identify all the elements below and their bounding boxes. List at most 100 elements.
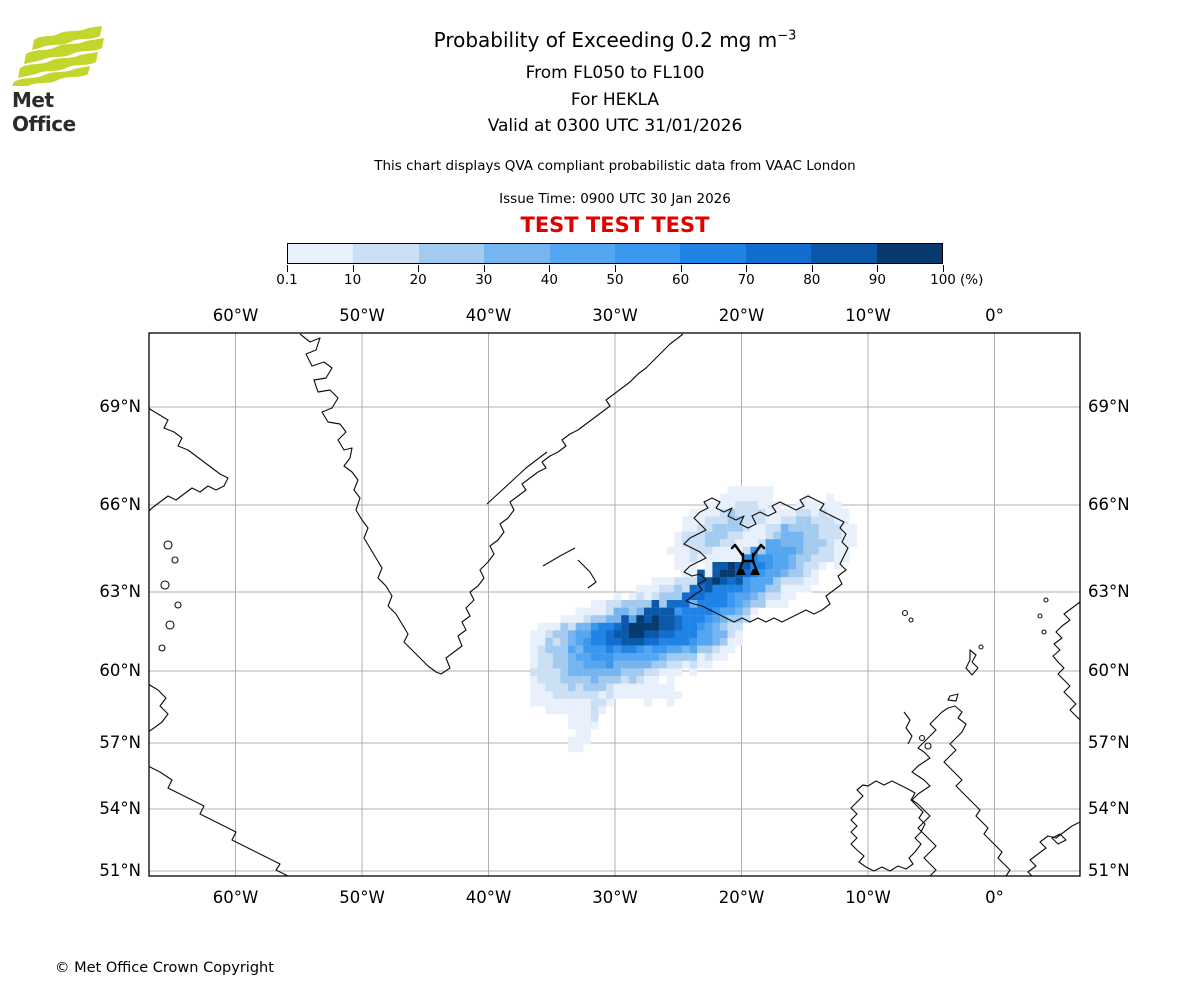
title-text: Probability of Exceeding 0.2 mg m	[433, 28, 778, 52]
lon-label-top: 40°W	[465, 306, 512, 325]
coastline-labrador-coast-1	[149, 683, 169, 733]
lon-label-top: 10°W	[845, 306, 891, 325]
coastline-greenland	[299, 333, 684, 675]
hebrides-islet	[924, 742, 932, 750]
colorbar-tick-label: 30	[475, 272, 493, 288]
baffin-islet	[158, 644, 166, 652]
baffin-islet	[163, 540, 173, 550]
baffin-islet	[165, 620, 175, 630]
colorbar-tick	[943, 265, 944, 272]
lon-label-top: 0°	[985, 306, 1004, 325]
colorbar-tick-label: 10	[344, 272, 362, 288]
colorbar-tick-label: 70	[737, 272, 755, 288]
lon-label-top: 60°W	[212, 306, 259, 325]
met-office-logo: Met Office	[12, 24, 122, 136]
faroe-island	[901, 609, 909, 617]
colorbar-tick	[549, 265, 551, 272]
met-office-logo-text: Met Office	[12, 88, 76, 136]
colorbar-tick	[287, 265, 288, 272]
coastline-frisian-island	[1051, 833, 1067, 845]
lat-label-right: 60°N	[1088, 661, 1130, 680]
coastline-iceland	[683, 495, 849, 623]
shetland-islet	[978, 644, 984, 650]
lon-label-bottom: 30°W	[592, 888, 638, 907]
faroe-island	[908, 617, 914, 623]
colorbar-tick	[877, 265, 879, 272]
lat-label-left: 54°N	[99, 799, 141, 818]
colorbar-segment	[811, 244, 877, 263]
colorbar-tick-label: 20	[409, 272, 427, 288]
lat-label-left: 69°N	[99, 397, 141, 416]
lon-label-bottom: 60°W	[212, 888, 259, 907]
volcano-marker-hekla	[730, 543, 766, 576]
colorbar-segment	[876, 244, 943, 263]
colorbar-unit-label: (%)	[960, 272, 984, 288]
page-title: Probability of Exceeding 0.2 mg m−3	[150, 28, 1080, 52]
test-banner: TEST TEST TEST	[520, 213, 710, 237]
hebrides-islet	[918, 734, 926, 742]
colorbar-tick-label: 80	[803, 272, 821, 288]
subtitle-volcano: For HEKLA	[570, 90, 660, 110]
lon-label-bottom: 20°W	[718, 888, 765, 907]
colorbar-tick	[418, 265, 420, 272]
colorbar-segment	[549, 244, 616, 263]
lat-label-right: 69°N	[1088, 397, 1130, 416]
subtitle-flight-levels: From FL050 to FL100	[525, 63, 705, 83]
colorbar-tick	[746, 265, 748, 272]
coastline-ireland	[850, 780, 926, 872]
lon-label-top: 50°W	[339, 306, 385, 325]
colorbar-tick	[680, 265, 682, 272]
colorbar-tick-label: 100	[930, 272, 956, 288]
lat-label-right: 66°N	[1088, 495, 1130, 514]
colorbar-segment	[745, 244, 812, 263]
colorbar-segment	[353, 244, 419, 263]
colorbar-tick-label: 60	[672, 272, 690, 288]
coastline-labrador-coast-2	[149, 765, 289, 876]
issue-time: Issue Time: 0900 UTC 30 Jan 2026	[499, 191, 731, 207]
colorbar-segment	[680, 244, 746, 263]
coastline-baffin-coast	[149, 407, 229, 512]
lon-label-bottom: 10°W	[845, 888, 891, 907]
coastline-shetland	[965, 649, 979, 676]
colorbar-tick-label: 90	[868, 272, 886, 288]
colorbar-segment	[484, 244, 550, 263]
lat-label-right: 51°N	[1088, 861, 1130, 880]
coastline-greenland-fjord-2	[542, 547, 576, 567]
coastline-orkney	[947, 693, 959, 702]
coastline-norway-coast	[1052, 601, 1080, 721]
lon-label-bottom: 50°W	[339, 888, 385, 907]
colorbar-segment	[418, 244, 485, 263]
colorbar-segment	[288, 244, 354, 263]
lat-label-right: 63°N	[1088, 582, 1130, 601]
lon-label-bottom: 0°	[985, 888, 1004, 907]
lat-label-left: 66°N	[99, 495, 141, 514]
coastline-outer-hebrides	[903, 711, 913, 745]
norway-skerry	[1037, 613, 1043, 619]
norway-skerry	[1043, 597, 1049, 603]
coastline-greenland-fjord-1	[486, 451, 548, 505]
baffin-islet	[171, 556, 179, 564]
colorbar-tick	[811, 265, 813, 272]
colorbar-tick	[615, 265, 616, 272]
coastline-greenland-fjord-3	[577, 559, 597, 589]
colorbar-tick	[483, 265, 485, 272]
probability-colorbar	[287, 243, 943, 264]
colorbar-segment	[615, 244, 681, 263]
lon-label-top: 20°W	[718, 306, 765, 325]
met-office-logo-waves	[12, 26, 104, 86]
colorbar-tick-label: 40	[540, 272, 558, 288]
lon-label-bottom: 40°W	[465, 888, 512, 907]
colorbar-tick	[352, 265, 354, 272]
lat-label-left: 57°N	[99, 733, 141, 752]
lat-label-left: 63°N	[99, 582, 141, 601]
title-exponent: −3	[777, 28, 797, 44]
lon-label-top: 30°W	[592, 306, 638, 325]
copyright-notice: © Met Office Crown Copyright	[55, 960, 274, 976]
colorbar-tick-label: 0.1	[276, 272, 298, 288]
baffin-islet	[174, 601, 182, 609]
coastlines	[149, 333, 1080, 876]
coastline-great-britain	[911, 705, 1011, 876]
